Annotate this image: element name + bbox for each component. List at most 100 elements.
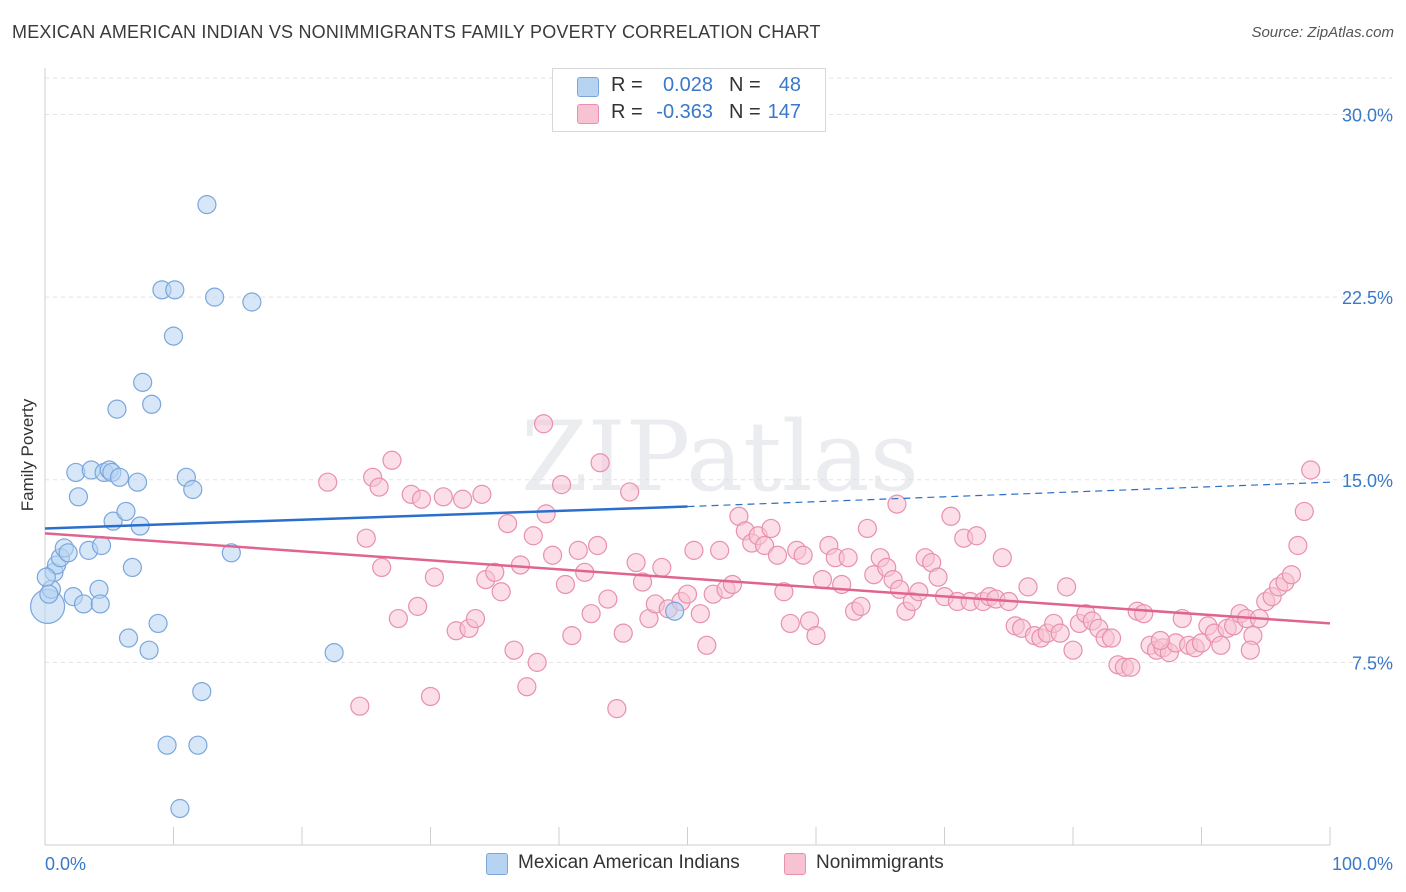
data-point: [780, 613, 800, 634]
data-point: [517, 677, 537, 697]
legend-r-label: R =: [611, 101, 643, 123]
data-point: [1018, 577, 1038, 597]
data-point: [551, 475, 572, 495]
data-point: [767, 545, 788, 565]
tick-labels: 7.5% 15.0% 22.5% 30.0% 0.0% 100.0%: [45, 106, 1393, 874]
data-point: [607, 699, 627, 719]
data-point: [408, 596, 428, 616]
mexican-american-indians-points: [29, 195, 685, 819]
data-point: [139, 640, 159, 660]
data-point: [109, 467, 130, 487]
data-point: [665, 601, 685, 621]
data-point: [73, 594, 94, 614]
data-point: [411, 489, 432, 509]
data-point: [369, 477, 389, 497]
data-point: [242, 292, 262, 312]
data-point: [188, 735, 208, 755]
trend-line-pink: [44, 532, 1331, 625]
data-point: [806, 625, 826, 646]
data-point: [183, 479, 203, 500]
data-point: [887, 494, 907, 514]
data-point: [170, 798, 190, 819]
trend-line-blue: [44, 505, 688, 530]
data-point: [587, 535, 608, 556]
legend-row-blue: R = 0.028 N = 48: [553, 74, 825, 100]
data-point: [542, 545, 563, 565]
x-tick-label-max: 100.0%: [1332, 854, 1393, 874]
data-point: [382, 450, 402, 470]
data-point: [581, 604, 601, 624]
data-point: [472, 484, 492, 504]
legend-n-label: N =: [729, 101, 761, 123]
y-tick-label: 30.0%: [1342, 106, 1393, 126]
data-point: [652, 557, 672, 578]
data-point: [697, 635, 717, 655]
data-point: [91, 535, 112, 556]
data-point: [491, 582, 511, 602]
data-point: [761, 518, 781, 539]
data-point: [967, 526, 987, 546]
data-point: [523, 526, 543, 546]
data-point: [598, 589, 618, 609]
data-point: [1281, 565, 1302, 585]
data-point: [909, 582, 929, 602]
legend-label: Nonimmigrants: [816, 852, 944, 873]
trend-lines: [44, 481, 1331, 625]
data-point: [504, 640, 524, 660]
data-point: [107, 399, 127, 419]
correlation-legend: R = 0.028 N = 48 R = -0.363 N = 147: [552, 68, 826, 132]
y-tick-label: 22.5%: [1342, 288, 1393, 308]
grid-lines: [45, 77, 1392, 663]
data-point: [1288, 535, 1308, 556]
data-point: [774, 582, 794, 602]
data-point: [197, 195, 217, 215]
legend-n-value: 147: [767, 101, 801, 123]
data-point: [533, 414, 554, 434]
data-point: [58, 543, 78, 563]
axes: [44, 68, 1331, 846]
data-point: [562, 625, 582, 646]
data-point: [142, 394, 162, 414]
legend-label: Mexican American Indians: [518, 852, 740, 873]
data-point: [1301, 460, 1321, 480]
data-point: [318, 472, 338, 492]
data-point: [133, 372, 153, 392]
legend-row-pink: R = -0.363 N = 147: [553, 101, 825, 127]
data-point: [754, 535, 775, 556]
data-point: [1063, 640, 1083, 660]
nonimmigrants-points: [318, 414, 1321, 719]
data-point: [424, 567, 444, 587]
data-point: [722, 574, 743, 595]
series-legend: Mexican American Indians Nonimmigrants: [0, 852, 1406, 878]
data-point: [39, 584, 59, 604]
data-point: [710, 540, 730, 560]
data-point: [568, 540, 588, 560]
data-point: [116, 501, 136, 522]
source-label: Source: ZipAtlas.com: [1251, 24, 1394, 41]
data-point: [838, 548, 858, 568]
data-point: [1294, 501, 1314, 522]
data-point: [1240, 640, 1260, 660]
data-point: [1211, 635, 1231, 655]
legend-n-label: N =: [729, 74, 761, 96]
data-point: [36, 567, 56, 587]
data-point: [1134, 604, 1154, 624]
data-point: [118, 628, 139, 648]
data-point: [127, 472, 148, 492]
data-point: [356, 528, 376, 548]
data-point: [590, 453, 610, 473]
data-point: [632, 572, 653, 592]
data-point: [1121, 657, 1141, 677]
data-point: [793, 545, 813, 565]
legend-swatch-blue: [486, 853, 508, 875]
data-point: [1050, 623, 1070, 643]
data-point: [165, 280, 185, 300]
data-point: [620, 482, 640, 502]
data-point: [465, 608, 486, 629]
data-point: [857, 518, 878, 539]
data-point: [498, 513, 518, 534]
legend-r-value: 0.028: [662, 74, 713, 96]
chart-title: MEXICAN AMERICAN INDIAN VS NONIMMIGRANTS…: [12, 22, 821, 42]
data-point: [613, 623, 633, 643]
data-point: [555, 574, 576, 595]
